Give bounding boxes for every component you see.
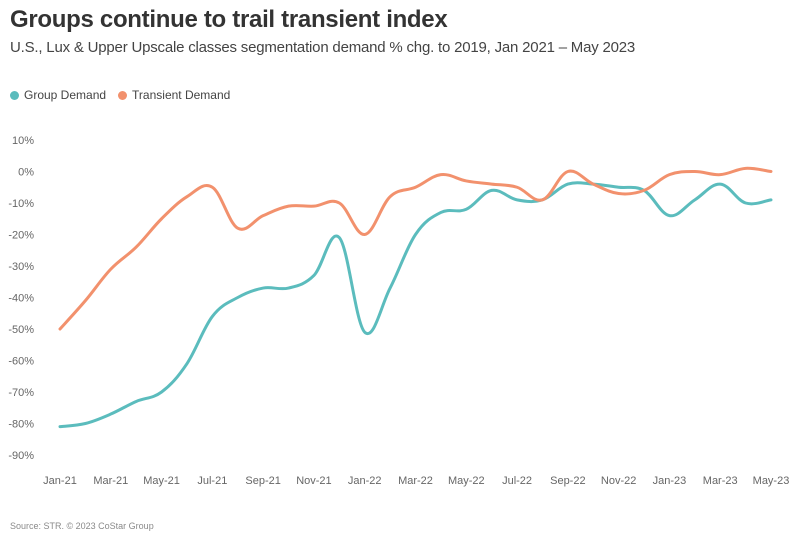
- legend-label-transient-demand: Transient Demand: [132, 88, 231, 102]
- x-tick-label: Jan-22: [348, 475, 382, 487]
- series-line-transient-demand: [58, 166, 773, 331]
- series-layer: [58, 166, 773, 429]
- y-tick-label: -90%: [8, 450, 34, 462]
- y-tick-label: -60%: [8, 356, 34, 368]
- x-tick-label: May-23: [753, 475, 790, 487]
- legend: Group Demand Transient Demand: [10, 88, 242, 102]
- x-tick-label: Jan-21: [43, 475, 77, 487]
- x-tick-label: May-21: [143, 475, 180, 487]
- x-tick-label: Nov-22: [601, 475, 636, 487]
- legend-item-transient-demand[interactable]: Transient Demand: [118, 88, 230, 102]
- chart-title: Groups continue to trail transient index: [10, 6, 448, 33]
- x-tick-label: Sep-21: [245, 475, 280, 487]
- source-note: Source: STR. © 2023 CoStar Group: [10, 521, 154, 531]
- y-tick-label: -80%: [8, 419, 34, 431]
- x-tick-label: Mar-21: [93, 475, 128, 487]
- x-tick-label: May-22: [448, 475, 485, 487]
- legend-swatch-transient-demand: [118, 90, 128, 100]
- y-tick-label: -40%: [8, 293, 34, 305]
- legend-label-group-demand: Group Demand: [24, 88, 107, 102]
- x-tick-label: Nov-21: [296, 475, 331, 487]
- legend-item-group-demand[interactable]: Group Demand: [10, 88, 106, 102]
- y-tick-label: -10%: [8, 198, 34, 210]
- x-axis: Jan-21 Mar-21 May-21 Jul-21 Sep-21 Nov-21 Jan-…: [43, 475, 789, 487]
- y-tick-label: 0%: [18, 167, 34, 179]
- x-tick-label: Sep-22: [550, 475, 585, 487]
- series-line-group-demand: [58, 181, 773, 429]
- y-tick-label: -30%: [8, 261, 34, 273]
- y-tick-label: -20%: [8, 230, 34, 242]
- x-tick-label: Jul-22: [502, 475, 532, 487]
- y-tick-label: 10%: [12, 135, 34, 147]
- x-tick-label: Jul-21: [197, 475, 227, 487]
- legend-swatch-group-demand: [10, 90, 19, 100]
- x-tick-label: Mar-23: [703, 475, 738, 487]
- y-axis: 10% 0% -10% -20% -30% -40% -50% -60% -70% -80% -90…: [8, 135, 34, 462]
- chart-subtitle: U.S., Lux & Upper Upscale classes segmen…: [10, 39, 636, 56]
- y-tick-label: -50%: [8, 324, 34, 336]
- x-tick-label: Mar-22: [398, 475, 433, 487]
- x-tick-label: Jan-23: [653, 475, 687, 487]
- y-tick-label: -70%: [8, 387, 34, 399]
